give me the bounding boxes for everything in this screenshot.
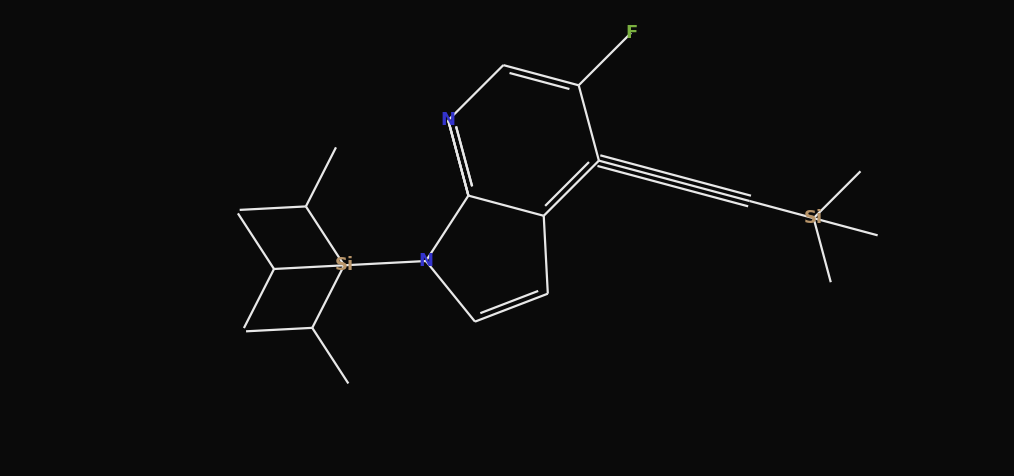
- Text: Si: Si: [804, 209, 823, 227]
- Text: Si: Si: [335, 256, 354, 274]
- Text: N: N: [419, 252, 433, 270]
- Text: F: F: [625, 24, 637, 42]
- Text: N: N: [441, 111, 455, 129]
